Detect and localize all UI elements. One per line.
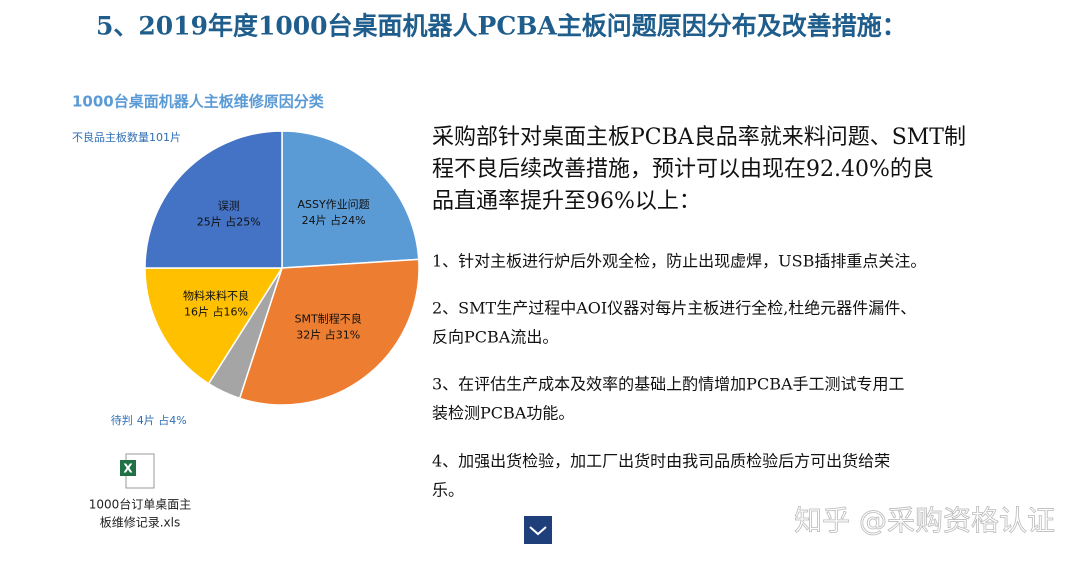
slice-value: 25片 占25% — [197, 215, 261, 229]
file-icon[interactable]: X — [120, 453, 155, 489]
chart-title: 1000台桌面机器人主板维修原因分类 — [72, 93, 325, 111]
down-button[interactable] — [524, 516, 552, 544]
file-badge — [120, 460, 136, 476]
measure-line: 2、SMT生产过程中AOI仪器对每片主板进行全检,杜绝元器件漏件、 — [432, 299, 916, 318]
file-name: 1000台订单桌面主 — [89, 497, 192, 512]
intro-line: 采购部针对桌面主板PCBA良品率就来料问题、SMT制 — [432, 125, 966, 150]
pie-slice — [238, 258, 420, 406]
file-badge-letter: X — [123, 462, 133, 476]
intro-line: 品直通率提升至96%以上： — [432, 189, 701, 214]
slice-category: 误测 — [218, 200, 240, 213]
slice-category: 物料来料不良 — [183, 288, 249, 302]
pie-slice — [144, 267, 284, 385]
slice-value: 32片 占31% — [296, 328, 360, 342]
down-arrow — [529, 526, 547, 536]
watermark: 知乎 @采购资格认证 — [794, 504, 1055, 537]
measure-line: 4、加强出货检验，加工厂出货时由我司品质检验后方可出货给荣 — [432, 452, 890, 471]
measure-line: 1、针对主板进行炉后外观全检，防止出现虚焊，USB插排重点关注。 — [432, 252, 926, 271]
chart-subtitle: 不良品主板数量101片 — [72, 130, 181, 144]
slice-category: SMT制程不良 — [295, 312, 362, 326]
down-button-bg — [524, 516, 552, 544]
intro-line: 程不良后续改善措施，预计可以由现在92.40%的良 — [432, 157, 934, 182]
slice-category: ASSY作业问题 — [297, 198, 369, 211]
pie-slice — [281, 130, 420, 269]
slice-category: 待判 — [111, 413, 133, 427]
file-name: 板维修记录.xls — [100, 515, 181, 530]
measure-line: 乐。 — [432, 481, 464, 500]
measure-line: 反向PCBA流出。 — [432, 328, 558, 347]
measure-line: 3、在评估生产成本及效率的基础上酌情增加PCBA手工测试专用工 — [432, 375, 905, 394]
pie-slice — [144, 130, 283, 269]
slice-value: 16片 占16% — [184, 304, 248, 318]
slice-value: 4片 占4% — [137, 413, 187, 427]
slide-title: 5、2019年度1000台桌面机器人PCBA主板问题原因分布及改善措施： — [96, 12, 907, 41]
slice-label: 待判 4片 占4% — [111, 413, 187, 427]
slice-value: 24片 占24% — [302, 213, 366, 227]
measure-line: 装检测PCBA功能。 — [432, 404, 574, 423]
